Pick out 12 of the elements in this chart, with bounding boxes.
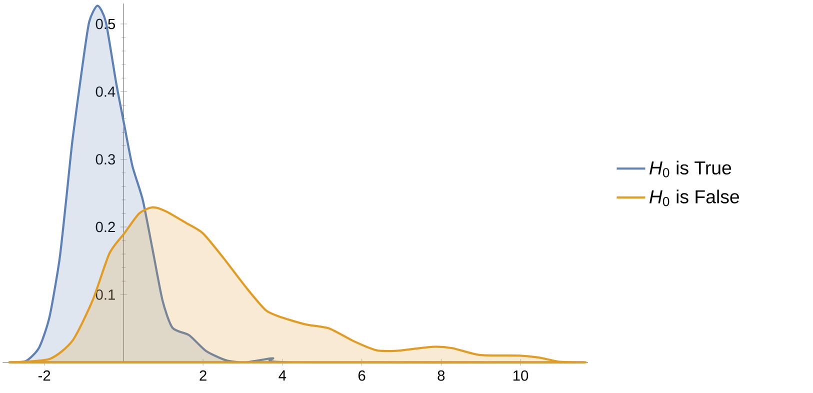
- legend-label: H$_{0}$ is True: [650, 160, 732, 178]
- legend-label: H$_{0}$ is False: [650, 190, 740, 206]
- x-tick-label: 4: [278, 370, 286, 380]
- y-tick-label: 0.3: [96, 154, 116, 165]
- x-tick-label: 6: [358, 370, 366, 381]
- y-tick-label: 0.1: [96, 289, 115, 300]
- x-tick-label: 8: [438, 370, 445, 381]
- y-tick-label: 0.2: [96, 222, 115, 232]
- x-tick-label: 2: [200, 370, 206, 381]
- x-tick-label: 10: [513, 370, 528, 381]
- y-tick-label: 0.4: [96, 86, 116, 97]
- x-tick-label: -2: [38, 370, 50, 381]
